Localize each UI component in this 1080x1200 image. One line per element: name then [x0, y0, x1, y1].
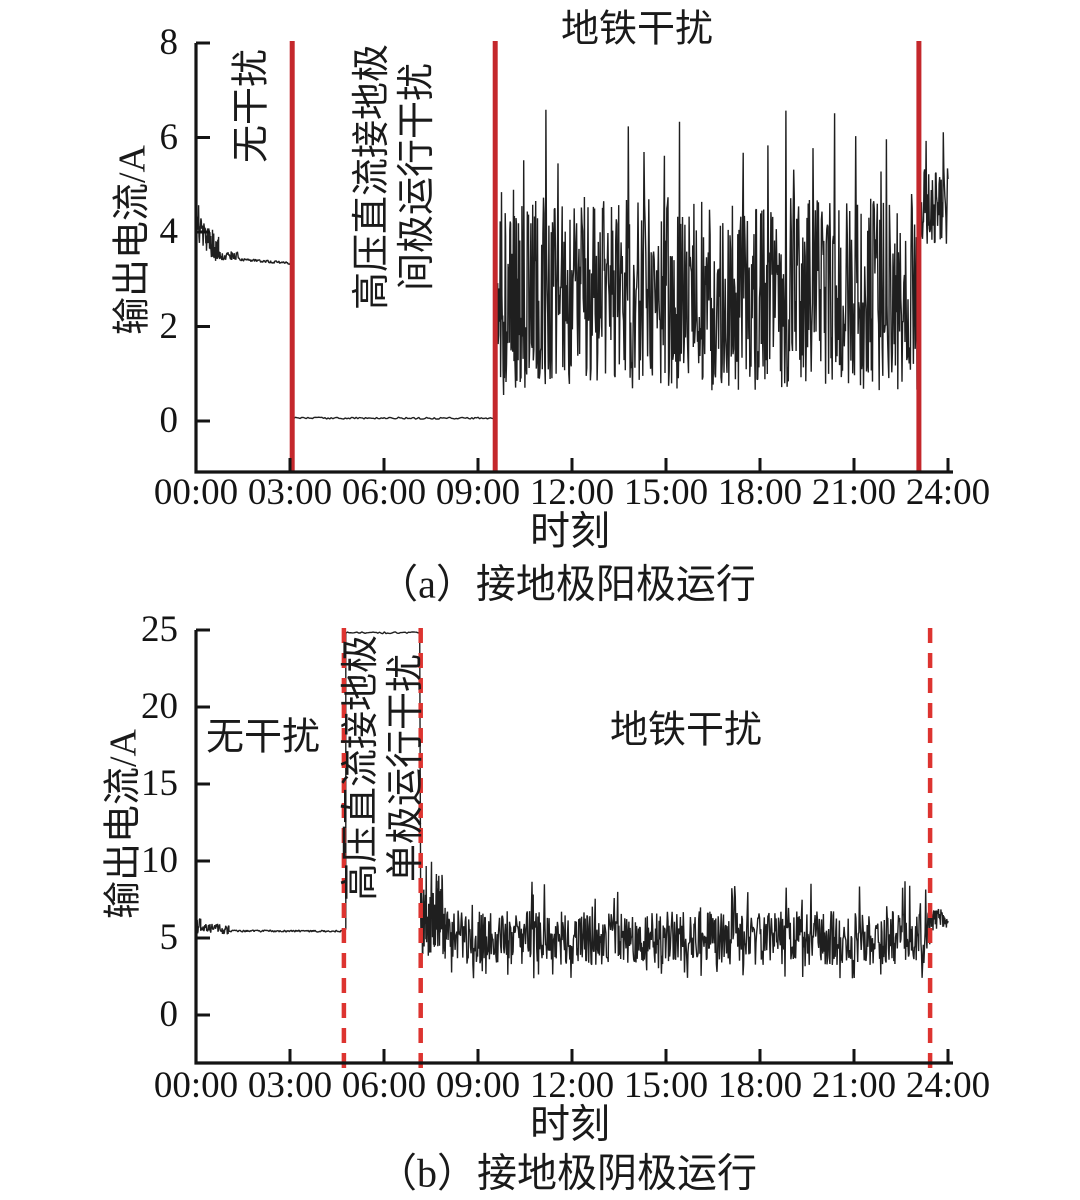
chart-a-x-tick-label: 00:00: [153, 472, 239, 513]
chart-b-y-tick-label: 10: [141, 840, 178, 881]
chart-a-signal-trace: [195, 109, 949, 420]
chart-a-caption: （a）接地极阳极运行: [378, 561, 756, 607]
chart-a-x-tick-label: 12:00: [529, 472, 615, 513]
chart-b-y-tick-label: 15: [141, 763, 178, 804]
chart-a-y-tick-label: 0: [159, 400, 179, 441]
chart-b-x-tick-label: 03:00: [247, 1065, 333, 1106]
chart-a-x-tick-label: 09:00: [435, 472, 521, 513]
chart-a-x-axis-label: 时刻: [530, 508, 610, 554]
chart-b-signal-trace: [195, 631, 949, 979]
chart-a-x-tick-label: 03:00: [247, 472, 333, 513]
chart-b-x-tick-label: 15:00: [623, 1065, 709, 1106]
chart-b-y-axis-label: 输出电流/A: [102, 728, 145, 920]
chart-b-region-label-metro-interference: 地铁干扰: [609, 709, 763, 752]
chart-b-x-tick-label: 21:00: [811, 1065, 897, 1106]
chart-b-y-tick-label: 0: [159, 994, 179, 1035]
chart-b-x-tick-label: 09:00: [435, 1065, 521, 1106]
chart-a-y-tick-label: 6: [159, 116, 179, 158]
chart-b-region-label-no-interference: 无干扰: [205, 716, 321, 759]
chart-a-plot: [194, 41, 953, 474]
chart-b-region-label-hvdc-interference: 高压直流接地极 单极运行干扰: [340, 634, 427, 902]
chart-b-y-tick-label: 25: [141, 609, 178, 650]
chart-a-region-label-metro-interference: 地铁干扰: [560, 8, 714, 51]
chart-b-axes: [194, 630, 953, 1065]
chart-b-x-tick-label: 00:00: [153, 1065, 239, 1106]
chart-b-plot: [194, 628, 953, 1074]
chart-a-region-label-hvdc-interference: 高压直流接地极 间极运行干扰: [351, 43, 438, 311]
chart-b-x-tick-label: 24:00: [905, 1065, 991, 1106]
chart-a-x-tick-label: 24:00: [905, 472, 991, 513]
chart-b-x-tick-label: 12:00: [529, 1065, 615, 1106]
chart-b-caption: （b）接地极阴极运行: [377, 1150, 757, 1196]
chart-a-x-tick-label: 06:00: [341, 472, 427, 513]
chart-b-y-tick-label: 20: [141, 686, 178, 727]
chart-a-x-tick-label: 18:00: [717, 472, 803, 513]
chart-a-y-axis-label: 输出电流/A: [111, 144, 154, 336]
chart-b-y-tick-label: 5: [159, 917, 179, 958]
chart-a-y-tick-label: 8: [159, 22, 179, 63]
chart-b-x-tick-label: 06:00: [341, 1065, 427, 1106]
chart-b-x-tick-label: 18:00: [717, 1065, 803, 1106]
chart-a-x-tick-label: 21:00: [811, 472, 897, 513]
chart-a-y-tick-label: 4: [159, 211, 179, 252]
chart-b-x-axis-label: 时刻: [530, 1101, 610, 1147]
chart-a-y-tick-label: 2: [159, 305, 179, 347]
chart-a-x-tick-label: 15:00: [623, 472, 709, 513]
chart-a-region-label-no-interference: 无干扰: [230, 48, 273, 164]
